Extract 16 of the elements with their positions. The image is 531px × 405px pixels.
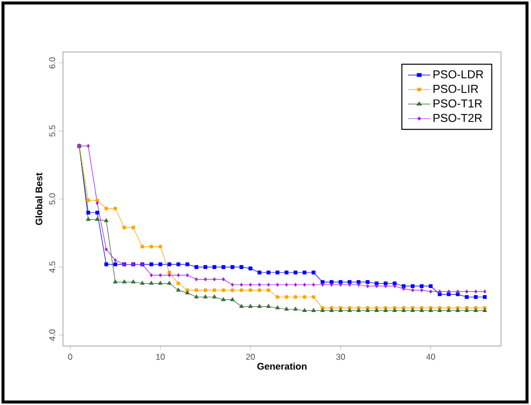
x-tick-label: 40: [426, 354, 436, 360]
legend-label: PSO-T2R: [434, 114, 482, 122]
legend-label: PSO-LIR: [434, 84, 478, 93]
y-tick-label: 5.5: [49, 125, 56, 137]
y-tick-label: 6.0: [49, 57, 56, 68]
legend-label: PSO-T1R: [434, 99, 482, 108]
y-tick-label: 4.0: [49, 330, 56, 341]
y-tick-label: 5.0: [49, 193, 56, 205]
y-tick-label: 4.5: [49, 262, 56, 273]
x-tick-label: 20: [246, 354, 255, 360]
y-axis-title: Global Best: [35, 172, 42, 225]
x-tick-label: 30: [336, 354, 345, 360]
x-axis-title: Generation: [257, 362, 306, 370]
x-tick-label: 0: [68, 354, 72, 360]
x-tick-label: 10: [156, 354, 165, 360]
legend-label: PSO-LDR: [434, 70, 484, 78]
